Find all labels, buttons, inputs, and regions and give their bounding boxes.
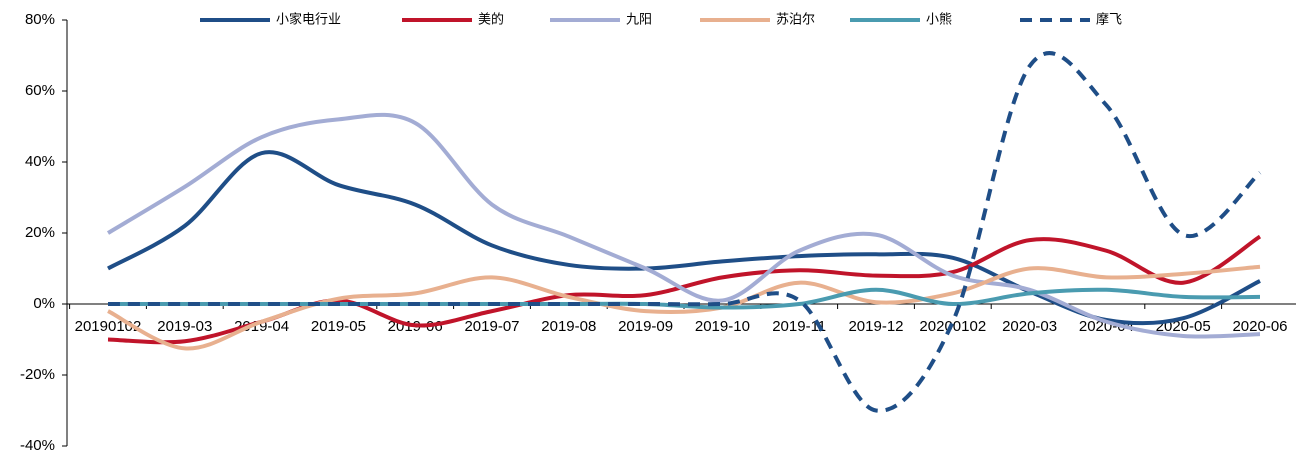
x-tick-label: 2019-11 xyxy=(772,318,826,335)
x-tick-label: 2019-12 xyxy=(848,318,903,335)
x-tick-label: 2019-09 xyxy=(618,318,673,335)
y-tick-label: 60% xyxy=(25,82,55,99)
x-tick-label: 2020-06 xyxy=(1232,318,1287,335)
legend-label: 小家电行业 xyxy=(276,11,341,26)
x-tick-label: 2019-07 xyxy=(464,318,519,335)
y-tick-label: 20% xyxy=(25,224,55,241)
y-tick-label: 40% xyxy=(25,153,55,170)
series-line xyxy=(107,51,1262,413)
y-tick-label: -20% xyxy=(20,366,55,383)
legend-label: 美的 xyxy=(478,11,504,26)
legend-label: 苏泊尔 xyxy=(776,11,815,26)
y-tick-label: 80% xyxy=(25,11,55,28)
series-line xyxy=(107,264,1261,351)
y-tick-label: -40% xyxy=(20,437,55,454)
series-line xyxy=(106,112,1261,339)
legend-label: 九阳 xyxy=(626,11,652,26)
series-line xyxy=(107,287,1261,310)
legend-label: 小熊 xyxy=(926,11,952,26)
x-tick-label: 2019-04 xyxy=(234,318,289,335)
x-tick-label: 2019-05 xyxy=(311,318,366,335)
x-tick-label: 2019-08 xyxy=(541,318,596,335)
y-tick-label: 0% xyxy=(33,295,55,312)
x-tick-label: 2020-03 xyxy=(1002,318,1057,335)
x-tick-label: 2019-10 xyxy=(695,318,750,335)
legend-label: 摩飞 xyxy=(1096,11,1122,26)
series-line xyxy=(107,150,1261,326)
x-tick-label: 2019-03 xyxy=(157,318,212,335)
